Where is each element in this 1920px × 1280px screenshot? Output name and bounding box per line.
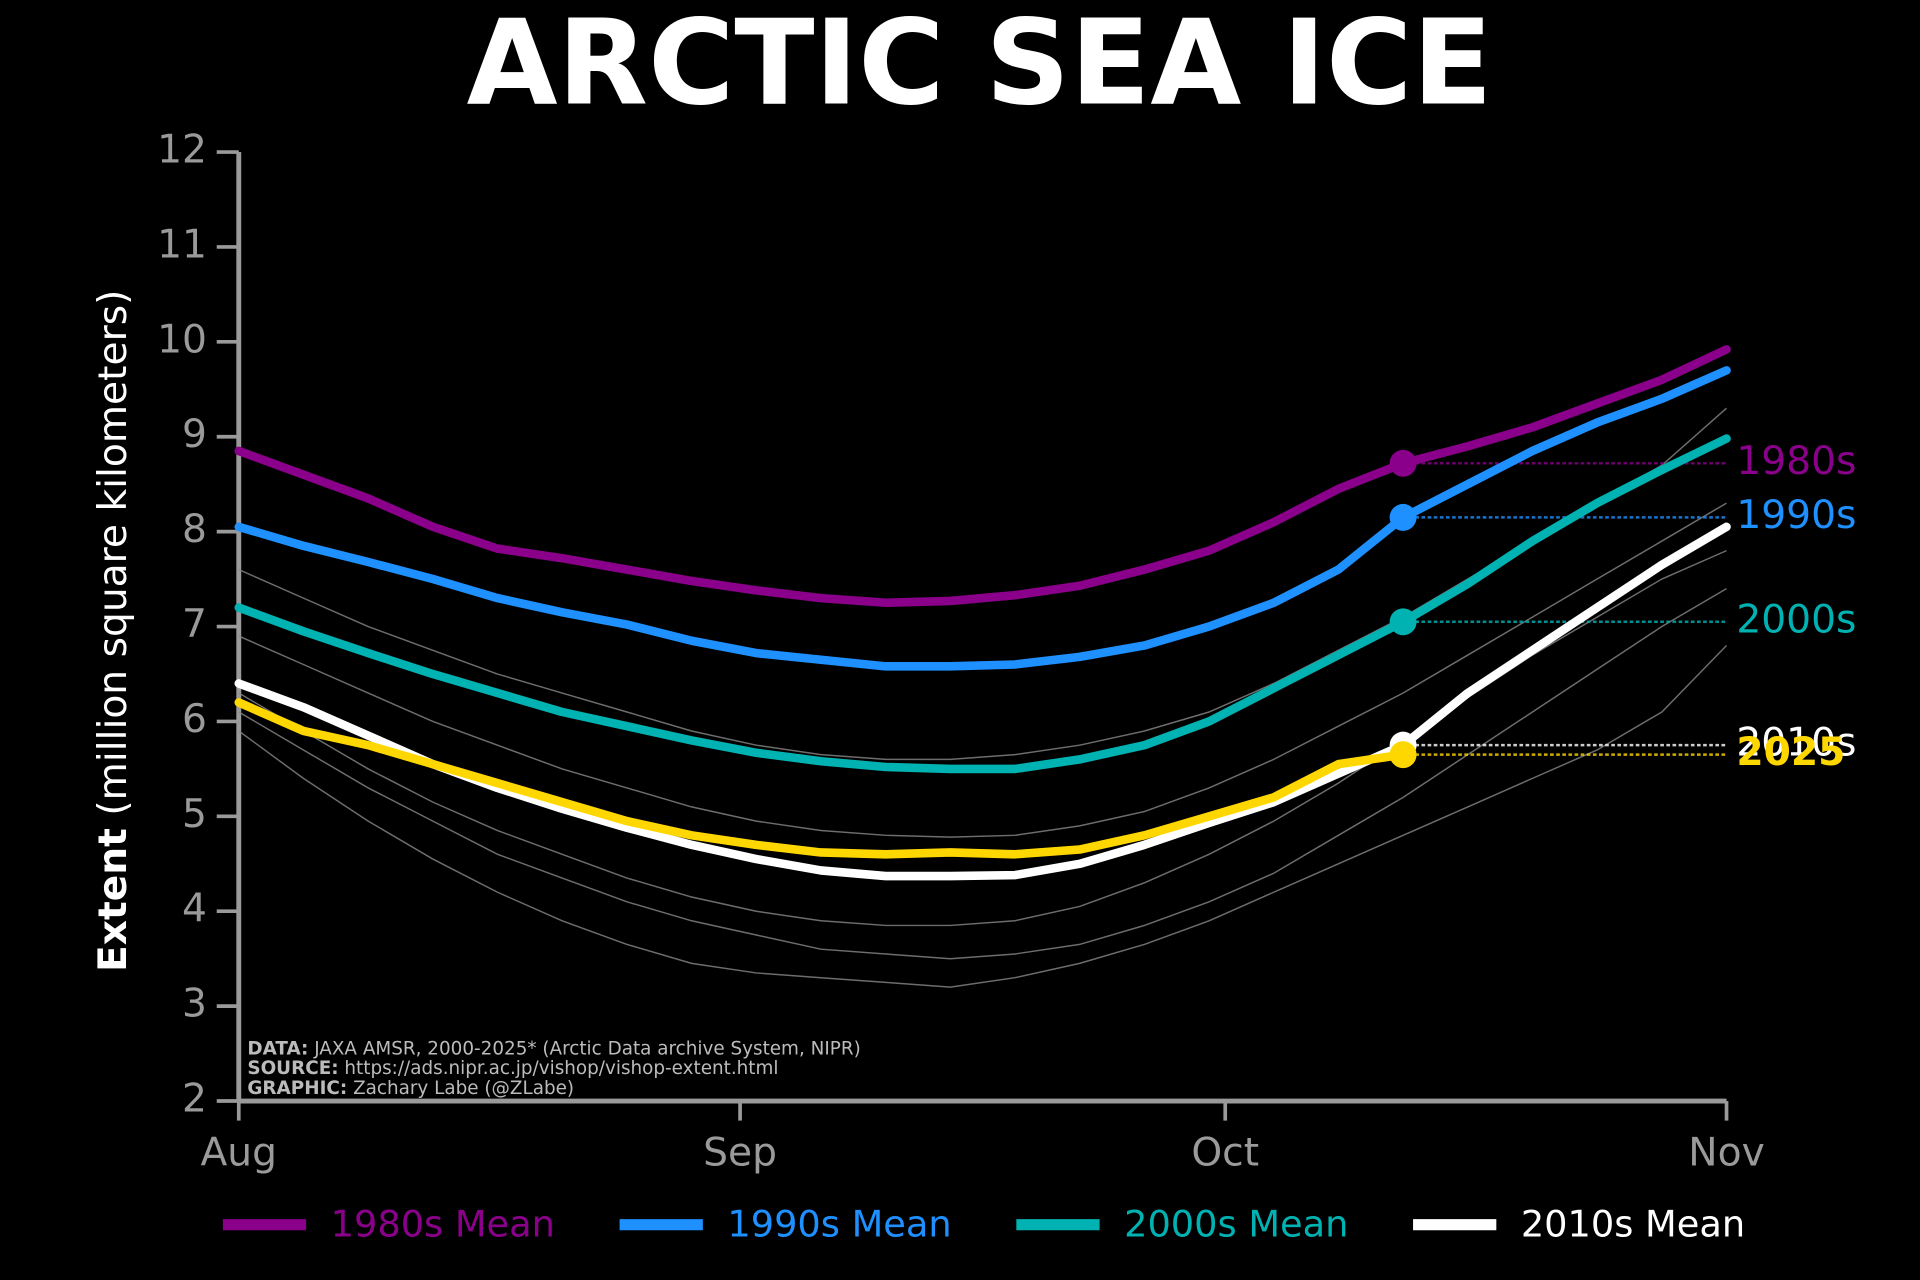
background-line [238, 587, 1727, 960]
end-marker [1389, 608, 1417, 636]
y-tick-label: 8 [182, 507, 207, 552]
x-tick-label: Sep [703, 1130, 777, 1175]
end-marker [1389, 741, 1417, 769]
end-label: 2010s [1736, 721, 1856, 766]
legend-label: 1990s Mean [727, 1202, 951, 1245]
end-marker [1389, 449, 1417, 477]
y-tick-label: 7 [182, 602, 207, 647]
background-line [238, 644, 1728, 988]
note-text: JAXA AMSR, 2000-2025* (Arctic Data archi… [313, 1039, 861, 1060]
x-tick-label: Aug [201, 1130, 277, 1175]
y-tick-label: 9 [182, 412, 207, 457]
end-label: 2000s [1736, 597, 1856, 642]
y-tick-label: 2 [182, 1077, 207, 1122]
note-label: SOURCE: [247, 1058, 338, 1079]
legend-label: 2010s Mean [1521, 1202, 1745, 1245]
note: GRAPHIC: Zachary Labe (@ZLabe) [247, 1078, 574, 1099]
end-label: 2025 [1736, 730, 1845, 775]
y-tick-label: 11 [157, 222, 207, 267]
y-tick-label: 12 [157, 128, 207, 173]
note-label: GRAPHIC: [247, 1078, 347, 1099]
series-line [234, 698, 1408, 859]
series-line [234, 434, 1731, 774]
y-tick-label: 10 [157, 317, 207, 362]
series-line [234, 366, 1731, 671]
note: DATA: JAXA AMSR, 2000-2025* (Arctic Data… [247, 1039, 860, 1060]
end-marker [1389, 503, 1417, 531]
background-line [238, 502, 1727, 838]
end-label: 1990s [1736, 493, 1856, 538]
y-label: (million square kilometers) [91, 290, 136, 816]
y-tick-label: 6 [182, 697, 207, 742]
end-label: 1980s [1736, 439, 1856, 484]
legend-label: 1980s Mean [331, 1202, 555, 1245]
note: SOURCE: https://ads.nipr.ac.jp/vishop/vi… [247, 1058, 778, 1079]
y-axis-label: Extent (million square kilometers) [91, 290, 136, 972]
note-text: Zachary Labe (@ZLabe) [353, 1078, 574, 1099]
chart-title: ARCTIC SEA ICE [467, 0, 1493, 131]
y-tick-label: 4 [182, 887, 207, 932]
y-tick-label: 3 [182, 982, 207, 1027]
y-tick-label: 5 [182, 792, 207, 837]
series-line [234, 345, 1731, 608]
y-label-bold: Extent [91, 828, 136, 972]
x-tick-label: Nov [1688, 1130, 1764, 1175]
x-tick-label: Oct [1191, 1130, 1259, 1175]
legend-label: 2000s Mean [1124, 1202, 1348, 1245]
note-label: DATA: [247, 1039, 308, 1060]
note-text: https://ads.nipr.ac.jp/vishop/vishop-ext… [344, 1058, 778, 1079]
